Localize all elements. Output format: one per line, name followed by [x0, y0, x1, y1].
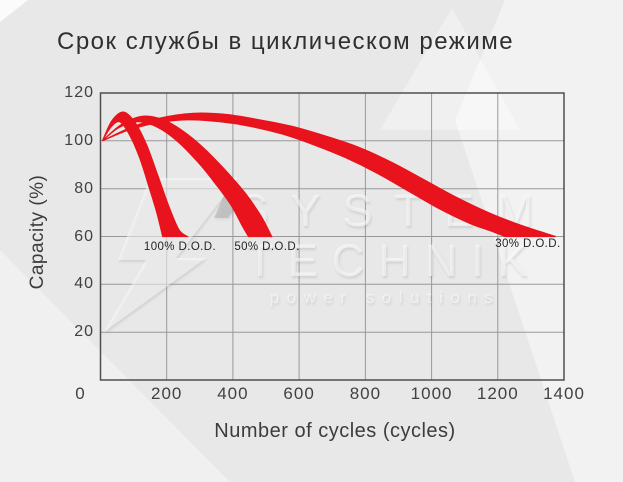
watermark-line2: TECHNIK: [246, 235, 542, 286]
watermark-bolt-icon: [104, 178, 238, 332]
chart-title: Срок службы в циклическом режиме: [57, 28, 515, 55]
plot-border: [99, 92, 565, 381]
x-tick-1200: 1200: [476, 384, 519, 403]
watermark: SYSTEM TECHNIK power solutions: [104, 178, 542, 332]
capacity-bands: [101, 111, 556, 238]
y-tick-100: 100: [64, 131, 94, 149]
band-100dod: [101, 111, 189, 238]
band-30dod: [102, 112, 556, 238]
x-tick-1400: 1400: [543, 384, 585, 403]
x-tick-800: 800: [349, 384, 382, 403]
x-axis-label: Number of cycles (cycles): [214, 420, 456, 442]
y-tick-80: 80: [74, 179, 94, 197]
series-label-100dod: 100% D.O.D.: [143, 241, 217, 254]
x-tick-400: 400: [217, 384, 249, 403]
series-label-50dod: 50% D.O.D.: [234, 241, 300, 254]
y-tick-120: 120: [64, 84, 94, 101]
x-tick-0: 0: [75, 384, 86, 403]
y-tick-40: 40: [74, 275, 94, 293]
series-label-30dod: 30% D.O.D.: [495, 238, 561, 251]
x-tick-200: 200: [151, 384, 183, 403]
y-tick-20: 20: [74, 323, 94, 341]
y-axis-label: Capacity (%): [27, 174, 48, 290]
x-tick-1000: 1000: [410, 384, 453, 403]
x-tick-600: 600: [283, 384, 315, 403]
watermark-line3: power solutions: [270, 288, 501, 307]
y-tick-60: 60: [74, 227, 94, 245]
